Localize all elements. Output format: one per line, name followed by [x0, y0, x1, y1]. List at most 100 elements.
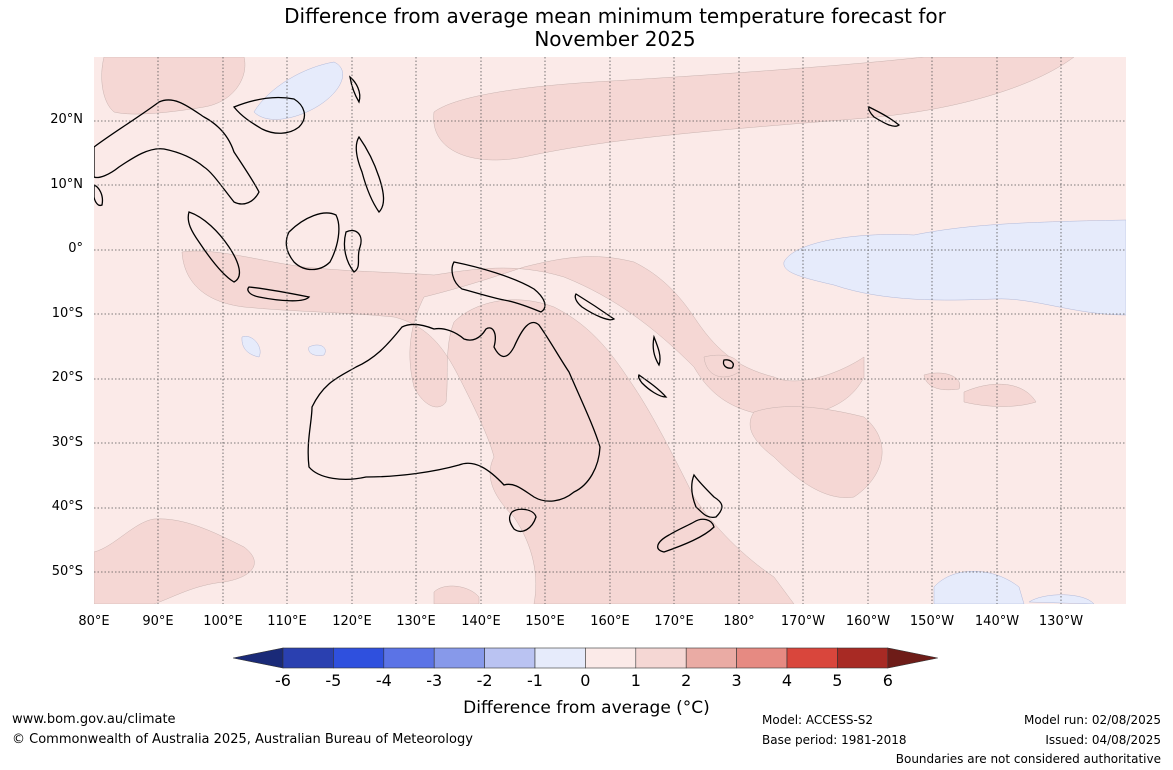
- anomaly-region-southern-ocean-west: [93, 518, 255, 605]
- anomaly-region-pacific-south-2: [963, 383, 1037, 407]
- anomaly-region-indonesia-australia: [181, 250, 865, 605]
- coastline-vanuatu: [652, 334, 661, 367]
- colorbar-segment: [585, 647, 637, 669]
- map-title-line2: November 2025: [534, 27, 696, 51]
- lat-label: 50°S: [51, 564, 83, 579]
- colorbar-tick-label: 1: [630, 671, 641, 690]
- lon-label: 160°W: [845, 614, 891, 629]
- colorbar-tick-label: 6: [882, 671, 893, 690]
- colorbar-segment: [837, 647, 889, 669]
- coastline-fiji: [722, 359, 734, 369]
- footer-issued: Issued: 04/08/2025: [1045, 733, 1161, 747]
- anomaly-region-equatorial-pacific: [783, 219, 1127, 316]
- colorbar-tick-label: 4: [781, 671, 793, 690]
- lon-label: 130°E: [396, 614, 436, 629]
- colorbar-segment: [433, 647, 485, 669]
- coastline-new-guinea: [451, 261, 546, 313]
- anomaly-region-asia: [101, 56, 246, 115]
- colorbar-tick-label: -6: [275, 671, 291, 690]
- lat-label: 10°N: [50, 177, 83, 192]
- anomaly-region-tasman-south: [433, 585, 480, 605]
- colorbar-tick-label: -3: [426, 671, 443, 690]
- lon-label: 100°E: [203, 614, 243, 629]
- coastline-new-zealand-south: [657, 518, 715, 553]
- footer-copyright: © Commonwealth of Australia 2025, Austra…: [12, 732, 473, 747]
- lon-label: 140°W: [974, 614, 1020, 629]
- coastline-philippines: [355, 135, 385, 214]
- footer-model: Model: ACCESS-S2: [762, 713, 874, 727]
- colorbar-tick-label: -1: [527, 671, 543, 690]
- anomaly-region-south-china: [253, 61, 343, 120]
- coastline-sumatra: [187, 211, 241, 283]
- anomaly-region-pacific-south-1: [923, 372, 960, 391]
- coastline-mainland-asia: [93, 99, 260, 205]
- coastline-new-caledonia: [637, 374, 668, 398]
- footer-model-run: Model run: 02/08/2025: [1023, 713, 1161, 727]
- colorbar-segment: [333, 647, 385, 669]
- anomaly-1-to-2-regions: [93, 56, 1105, 605]
- forecast-map: [93, 56, 1127, 605]
- colorbar-tick-label: 5: [832, 671, 843, 690]
- lat-label: 20°N: [50, 112, 83, 127]
- map-title-line1: Difference from average mean minimum tem…: [284, 4, 946, 28]
- coastline-solomon-islands: [574, 293, 616, 321]
- coastline-australia: [307, 321, 601, 502]
- lon-label: 150°E: [525, 614, 565, 629]
- coastlines: [93, 75, 901, 553]
- lon-label: 170°W: [780, 614, 826, 629]
- colorbar-segment: [635, 647, 687, 669]
- colorbar-tick-label: 2: [681, 671, 692, 690]
- lat-label: 20°S: [51, 370, 83, 385]
- coastline-java: [247, 286, 311, 302]
- colorbar-segment: [534, 647, 586, 669]
- coastline-china-east: [232, 96, 306, 134]
- lon-label: 120°E: [332, 614, 372, 629]
- lon-label: 150°W: [909, 614, 955, 629]
- map-canvas: [93, 56, 1127, 605]
- coastline-sulawesi: [343, 229, 362, 273]
- anomaly-region-southeast-pacific-2: [1028, 594, 1095, 605]
- coastline-sri-lanka: [93, 184, 104, 207]
- colorbar-tick-label: 0: [580, 671, 591, 690]
- anomaly-region-north-pacific: [433, 56, 1075, 161]
- coastline-hawaii: [868, 106, 901, 127]
- colorbar-segment: [786, 647, 838, 669]
- lat-label: 0°: [68, 241, 83, 256]
- lat-label: 10°S: [51, 306, 83, 321]
- lon-label: 170°E: [654, 614, 694, 629]
- footer-disclaimer: Boundaries are not considered authoritat…: [895, 752, 1161, 766]
- lat-label: 40°S: [51, 499, 83, 514]
- anomaly-region-timor-sea: [308, 344, 326, 356]
- lon-label: 180°: [723, 614, 755, 629]
- colorbar: [233, 647, 938, 669]
- lon-label: 140°E: [461, 614, 501, 629]
- colorbar-segment: [383, 647, 435, 669]
- lon-label: 90°E: [142, 614, 174, 629]
- colorbar-label: Difference from average (°C): [463, 698, 710, 718]
- colorbar-segment: [685, 647, 737, 669]
- lon-label: 160°E: [590, 614, 630, 629]
- lon-label: 130°W: [1038, 614, 1084, 629]
- colorbar-segment: [484, 647, 536, 669]
- colorbar-segment: [736, 647, 788, 669]
- colorbar-arrow-high: [887, 647, 938, 669]
- colorbar-tick-label: -4: [375, 671, 392, 690]
- colorbar-arrow-low: [233, 647, 284, 669]
- coastline-new-zealand-north: [691, 473, 723, 518]
- colorbar-segment: [282, 647, 334, 669]
- colorbar-tick-label: -2: [476, 671, 493, 690]
- colorbar-tick-label: 3: [731, 671, 742, 690]
- footer-base-period: Base period: 1981-2018: [762, 733, 907, 747]
- lon-label: 110°E: [267, 614, 307, 629]
- lat-label: 30°S: [51, 435, 83, 450]
- anomaly-region-indian-ocean: [241, 336, 261, 358]
- graticule: [94, 57, 1126, 604]
- footer-website: www.bom.gov.au/climate: [12, 712, 176, 727]
- lon-label: 80°E: [78, 614, 110, 629]
- anomaly-region-southeast-pacific: [933, 571, 1025, 605]
- coastline-borneo: [285, 212, 340, 271]
- coastline-tasmania: [508, 508, 537, 532]
- colorbar-tick-label: -5: [325, 671, 342, 690]
- anomaly-minus1-to-0-regions: [241, 61, 1127, 605]
- anomaly-region-coral-sea: [749, 406, 883, 498]
